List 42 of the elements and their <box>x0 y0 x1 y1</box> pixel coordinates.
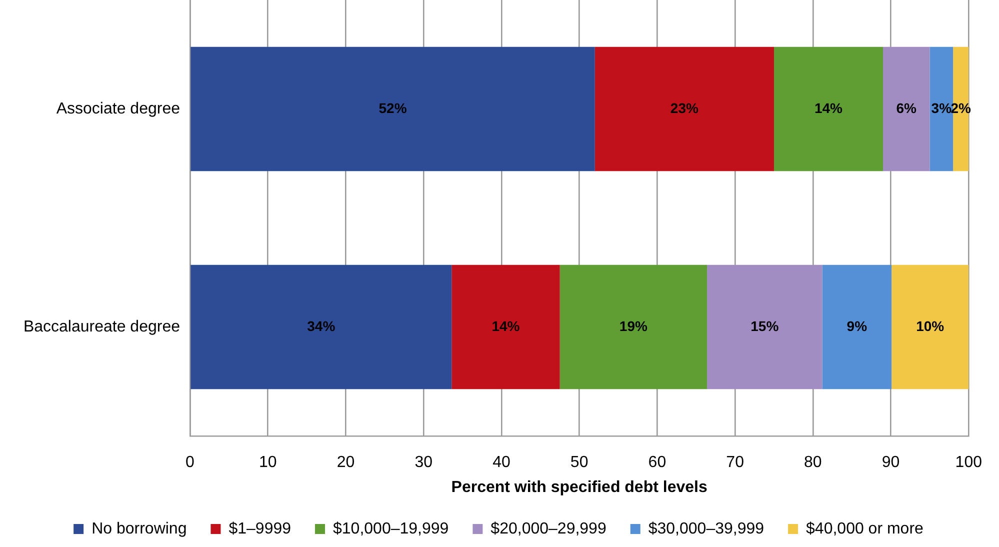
legend-label: $10,000–19,999 <box>333 520 449 538</box>
x-tick-label: 60 <box>648 454 666 472</box>
x-tick-label: 90 <box>882 454 900 472</box>
bar <box>774 46 883 172</box>
data-label: 14% <box>492 318 520 334</box>
bar <box>883 46 930 172</box>
x-tick-label: 80 <box>804 454 822 472</box>
legend-label: $20,000–29,999 <box>490 520 606 538</box>
legend-label: No borrowing <box>92 520 187 538</box>
y-tick-label: Baccalaureate degree <box>23 318 180 336</box>
data-label: 23% <box>670 100 699 116</box>
bar <box>594 46 774 172</box>
bar <box>892 264 969 390</box>
data-label: 15% <box>750 318 780 334</box>
x-tick-label: 40 <box>492 454 510 472</box>
data-label: 10% <box>916 318 945 334</box>
data-label: 6% <box>896 100 918 116</box>
x-tick-label: 30 <box>414 454 433 472</box>
bar <box>822 264 892 390</box>
x-axis-title: Percent with specified debt levels <box>451 478 708 496</box>
x-tick-label: 0 <box>186 454 195 472</box>
legend-label: $40,000 or more <box>806 520 924 538</box>
legend-label: $1–9999 <box>228 520 292 538</box>
x-tick-label: 10 <box>258 454 277 472</box>
x-tick-label: 20 <box>336 454 355 472</box>
bar <box>452 264 560 390</box>
data-label: 14% <box>814 100 844 116</box>
bar <box>190 46 595 172</box>
bar <box>953 46 969 172</box>
x-tick-label: 70 <box>726 454 744 472</box>
x-tick-label: 100 <box>955 454 982 472</box>
bar <box>560 264 708 390</box>
data-label: 3% <box>931 100 952 116</box>
legend-label: $30,000–39,999 <box>648 520 764 538</box>
y-tick-label: Associate degree <box>56 100 180 118</box>
data-label: 52% <box>378 100 408 116</box>
bar <box>707 264 822 390</box>
data-label: 19% <box>619 318 648 334</box>
bar <box>190 264 452 390</box>
data-label: 9% <box>846 318 868 334</box>
data-label: 34% <box>307 318 336 334</box>
x-tick-label: 50 <box>570 454 588 472</box>
